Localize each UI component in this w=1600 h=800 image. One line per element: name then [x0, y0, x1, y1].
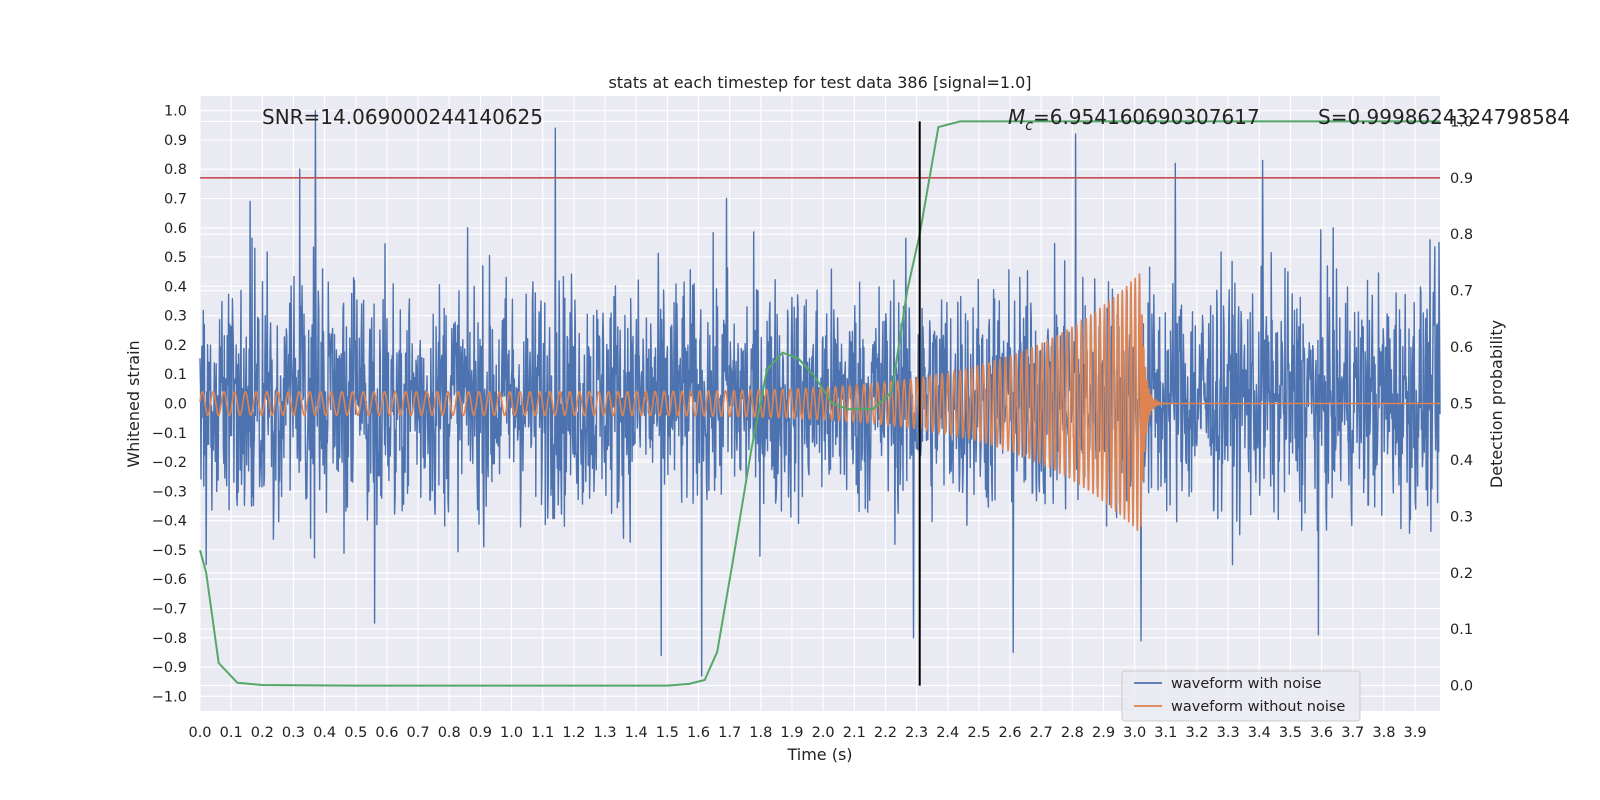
- x-tick-label: 2.0: [812, 725, 835, 741]
- x-tick-label: 1.9: [780, 725, 803, 741]
- y-tick-label: −0.3: [152, 484, 187, 500]
- x-tick-label: 3.3: [1217, 725, 1240, 741]
- x-tick-label: 1.4: [625, 725, 648, 741]
- y-tick-label: 0.6: [164, 221, 187, 237]
- x-tick-label: 1.8: [749, 725, 772, 741]
- x-tick-label: 3.5: [1279, 725, 1302, 741]
- x-tick-label: 2.5: [967, 725, 990, 741]
- y-right-tick-label: 0.4: [1450, 453, 1473, 469]
- x-axis-label: Time (s): [786, 745, 852, 764]
- chirp-mass-symbol: M: [1008, 105, 1025, 129]
- detection-probability-line: [199, 120, 1440, 687]
- score-annotation: S=0.9998624324798584: [1318, 105, 1570, 129]
- y-right-tick-label: 0.7: [1450, 284, 1473, 300]
- x-tick-label: 2.8: [1061, 725, 1084, 741]
- x-tick-label: 0.8: [438, 725, 461, 741]
- x-tick-label: 0.1: [220, 725, 243, 741]
- clean-waveform-line: [199, 273, 1440, 531]
- x-tick-label: 3.2: [1185, 725, 1208, 741]
- snr-annotation: SNR=14.069000244140625: [262, 105, 543, 129]
- y-tick-label: −0.4: [152, 514, 187, 530]
- x-tick-label: 2.7: [1030, 725, 1053, 741]
- waveform-with-noise-series: [199, 109, 1441, 677]
- x-tick-label: 2.4: [936, 725, 959, 741]
- x-tick-label: 3.1: [1154, 725, 1177, 741]
- x-tick-labels: 0.0 0.1 0.2 0.3 0.4 0.5 0.6 0.7 0.8 0.9 1.0 1.1 1.2 1…: [188, 725, 1426, 741]
- y-right-tick-label: 0.6: [1450, 340, 1473, 356]
- chirp-mass-subscript: c: [1025, 118, 1033, 134]
- y-right-tick-label: 1.0: [1450, 114, 1473, 130]
- x-tick-label: 3.6: [1310, 725, 1333, 741]
- x-tick-label: 2.1: [843, 725, 866, 741]
- y-axis-label: Whitened strain: [124, 340, 143, 467]
- x-tick-label: 0.2: [251, 725, 274, 741]
- x-tick-label: 2.6: [999, 725, 1022, 741]
- x-tick-label: 1.5: [656, 725, 679, 741]
- chirp-mass-annotation: Mc=6.954160690307617: [1008, 105, 1260, 134]
- x-tick-label: 2.3: [905, 725, 928, 741]
- chart-title: stats at each timestep for test data 386…: [608, 73, 1031, 92]
- y-tick-label: 0.0: [164, 397, 187, 413]
- y-tick-label: −0.9: [152, 660, 187, 676]
- x-tick-label: 0.3: [282, 725, 305, 741]
- x-tick-label: 3.9: [1404, 725, 1427, 741]
- y-tick-label: 0.1: [164, 367, 187, 383]
- x-tick-label: 0.9: [469, 725, 492, 741]
- y-tick-label: 0.3: [164, 309, 187, 325]
- y-tick-labels: 1.0 0.9 0.8 0.7 0.6 0.5 0.4 0.3 0.2 0.1 0.0 −0.1 −0.…: [152, 104, 187, 706]
- x-tick-label: 2.2: [874, 725, 897, 741]
- y-right-tick-labels: 1.0 0.9 0.8 0.7 0.6 0.5 0.4 0.3 0.2 0.1 0.0: [1450, 114, 1473, 694]
- y-tick-label: −0.7: [152, 602, 187, 618]
- x-tick-label: 1.1: [531, 725, 554, 741]
- chirp-mass-value: =6.954160690307617: [1033, 105, 1260, 129]
- waveform-without-noise-series: [199, 273, 1440, 531]
- legend-box: [1121, 670, 1361, 722]
- y-right-tick-label: 0.0: [1450, 679, 1473, 695]
- y-right-tick-label: 0.3: [1450, 509, 1473, 525]
- x-tick-label: 3.8: [1372, 725, 1395, 741]
- y-tick-label: −0.2: [152, 455, 187, 471]
- legend-label-clean: waveform without noise: [1171, 699, 1345, 715]
- x-tick-label: 3.0: [1123, 725, 1146, 741]
- y-tick-label: 0.9: [164, 133, 187, 149]
- x-tick-label: 1.6: [687, 725, 710, 741]
- y-tick-label: 1.0: [164, 104, 187, 120]
- y-tick-label: −0.1: [152, 426, 187, 442]
- y-tick-label: 0.5: [164, 250, 187, 266]
- y-tick-label: −0.5: [152, 543, 187, 559]
- y-tick-label: −0.8: [152, 631, 187, 647]
- y-tick-label: 0.7: [164, 192, 187, 208]
- y-right-tick-label: 0.8: [1450, 227, 1473, 243]
- x-tick-label: 3.7: [1341, 725, 1364, 741]
- x-tick-label: 3.4: [1248, 725, 1271, 741]
- x-tick-label: 1.0: [500, 725, 523, 741]
- y-right-tick-label: 0.9: [1450, 171, 1473, 187]
- x-tick-label: 1.2: [562, 725, 585, 741]
- x-tick-label: 0.7: [407, 725, 430, 741]
- y-right-tick-label: 0.2: [1450, 566, 1473, 582]
- x-tick-label: 1.7: [718, 725, 741, 741]
- y-right-axis-label: Detection probability: [1487, 320, 1506, 488]
- x-tick-label: 0.4: [313, 725, 336, 741]
- y-right-tick-label: 0.1: [1450, 622, 1473, 638]
- noise-waveform-line: [199, 109, 1441, 677]
- y-right-tick-label: 0.5: [1450, 397, 1473, 413]
- x-tick-label: 1.3: [593, 725, 616, 741]
- detection-probability-series: [199, 120, 1440, 687]
- y-tick-label: −1.0: [152, 689, 187, 705]
- x-tick-label: 0.0: [188, 725, 211, 741]
- x-tick-label: 2.9: [1092, 725, 1115, 741]
- y-tick-label: 0.4: [164, 279, 187, 295]
- y-tick-label: 0.2: [164, 338, 187, 354]
- x-tick-label: 0.5: [344, 725, 367, 741]
- x-tick-label: 0.6: [375, 725, 398, 741]
- legend-label-noise: waveform with noise: [1171, 676, 1322, 692]
- y-tick-label: 0.8: [164, 162, 187, 178]
- legend: waveform with noise waveform without noi…: [1121, 670, 1361, 722]
- y-tick-label: −0.6: [152, 572, 187, 588]
